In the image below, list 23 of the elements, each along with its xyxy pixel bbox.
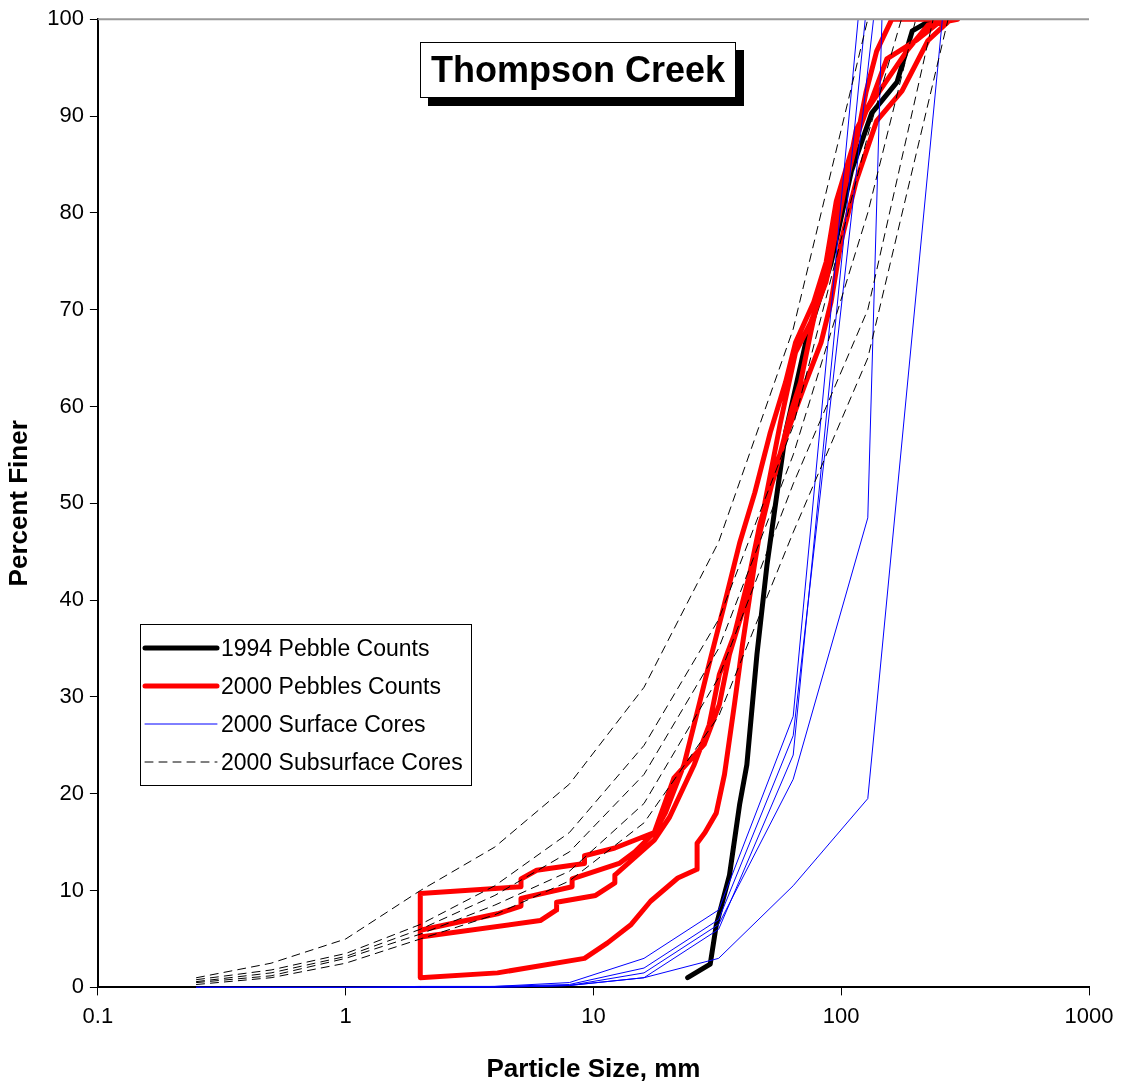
- legend-label: 2000 Subsurface Cores: [221, 748, 463, 776]
- y-tick-label: 50: [59, 489, 84, 515]
- x-axis-title: Particle Size, mm: [486, 1052, 701, 1083]
- y-tick-label: 80: [59, 198, 84, 224]
- text: Thompson Creek: [420, 42, 737, 98]
- legend-label: 1994 Pebble Counts: [221, 634, 430, 662]
- y-axis-title: Percent Finer: [2, 420, 33, 587]
- x-tick-label: 1: [339, 1002, 352, 1028]
- y-tick-label: 100: [47, 5, 84, 31]
- x-tick-label: 10: [581, 1002, 606, 1028]
- y-tick-label: 20: [59, 779, 84, 805]
- x-tick-label: 0.1: [82, 1002, 114, 1028]
- y-tick-label: 0: [71, 973, 84, 999]
- legend-label: 2000 Pebbles Counts: [221, 672, 441, 700]
- x-tick-label: 1000: [1064, 1002, 1114, 1028]
- y-tick-label: 30: [59, 683, 84, 708]
- x-tick-label: 100: [822, 1002, 860, 1028]
- y-tick-label: 90: [59, 102, 84, 128]
- y-tick-label: 10: [59, 876, 84, 902]
- y-tick-label: 60: [59, 392, 84, 418]
- y-tick-label: 40: [59, 586, 84, 612]
- y-tick-label: 70: [59, 295, 84, 321]
- legend-label: 2000 Surface Cores: [221, 710, 426, 738]
